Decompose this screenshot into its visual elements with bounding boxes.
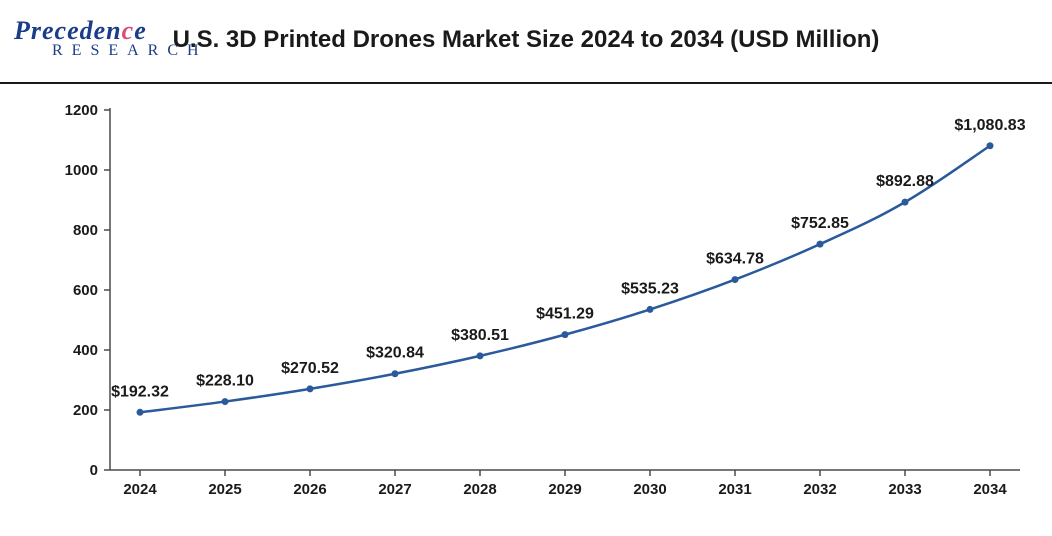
svg-text:2027: 2027 xyxy=(378,481,411,498)
svg-text:$535.23: $535.23 xyxy=(621,280,679,297)
svg-text:$192.32: $192.32 xyxy=(111,383,169,400)
svg-text:2025: 2025 xyxy=(208,481,241,498)
svg-text:$270.52: $270.52 xyxy=(281,360,339,377)
chart-title: U.S. 3D Printed Drones Market Size 2024 … xyxy=(0,26,1052,54)
svg-text:2032: 2032 xyxy=(803,481,836,498)
svg-text:2024: 2024 xyxy=(123,481,157,498)
svg-text:2026: 2026 xyxy=(293,481,326,498)
line-chart: 0 200 400 600 800 1000 1200 2024 2025 2026 2027 202… xyxy=(40,100,1040,520)
svg-text:$892.88: $892.88 xyxy=(876,173,934,190)
chart-area: 0 200 400 600 800 1000 1200 2024 2025 2026 2027 202… xyxy=(40,100,1040,520)
svg-text:$1,080.83: $1,080.83 xyxy=(954,117,1025,134)
svg-text:2034: 2034 xyxy=(973,481,1007,498)
svg-text:$752.85: $752.85 xyxy=(791,215,849,232)
svg-text:2031: 2031 xyxy=(718,481,751,498)
svg-text:200: 200 xyxy=(73,402,98,419)
svg-text:800: 800 xyxy=(73,222,98,239)
svg-text:1200: 1200 xyxy=(65,102,98,119)
svg-text:0: 0 xyxy=(90,462,98,479)
svg-text:$320.84: $320.84 xyxy=(366,345,424,362)
header: Precedence RESEARCH U.S. 3D Printed Dron… xyxy=(0,0,1052,84)
svg-text:600: 600 xyxy=(73,282,98,299)
svg-text:2030: 2030 xyxy=(633,481,666,498)
svg-text:400: 400 xyxy=(73,342,98,359)
svg-text:2028: 2028 xyxy=(463,481,496,498)
svg-text:2029: 2029 xyxy=(548,481,581,498)
svg-text:$380.51: $380.51 xyxy=(451,327,509,344)
svg-text:2033: 2033 xyxy=(888,481,921,498)
svg-text:1000: 1000 xyxy=(65,162,98,179)
svg-text:$451.29: $451.29 xyxy=(536,306,594,323)
svg-text:$228.10: $228.10 xyxy=(196,373,254,390)
svg-text:$634.78: $634.78 xyxy=(706,251,764,268)
